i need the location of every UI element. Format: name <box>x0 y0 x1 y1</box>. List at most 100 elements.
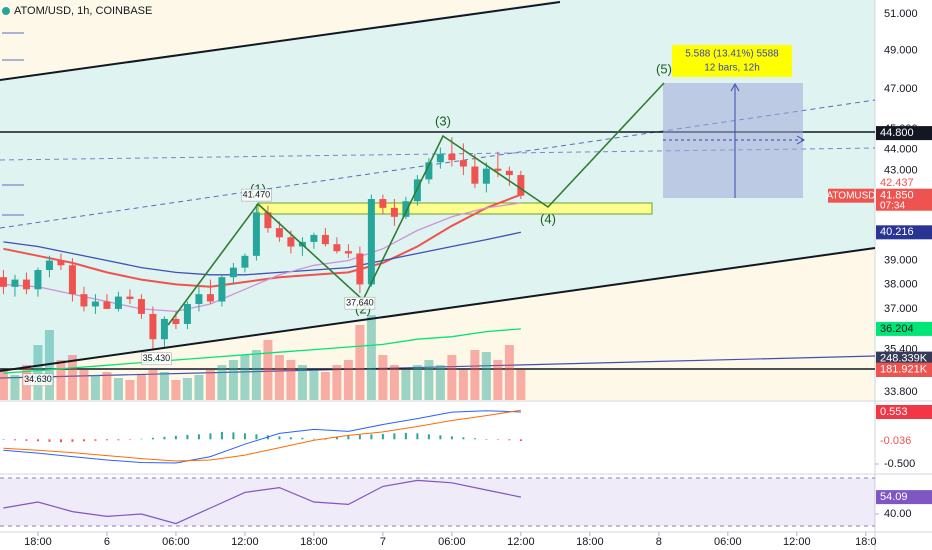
candle-body <box>379 199 387 208</box>
candle-body <box>517 175 525 196</box>
candle-body <box>448 153 456 161</box>
macd-histogram <box>94 439 97 441</box>
candle-body <box>321 234 329 245</box>
candle-body <box>218 277 226 302</box>
projection-sublabel: 12 bars, 12h <box>704 63 760 74</box>
x-tick-label: 8 <box>656 536 662 548</box>
axis-label: 40.216 <box>880 226 914 238</box>
volume-bar <box>389 365 399 400</box>
x-tick-label: 06:00 <box>438 536 466 548</box>
volume-bar <box>309 370 319 400</box>
status-dot <box>2 7 10 15</box>
macd-histogram <box>335 436 338 440</box>
x-tick-label: 18:00 <box>300 536 328 548</box>
macd-histogram <box>324 439 327 440</box>
wave-label: (3) <box>435 113 451 128</box>
volume-bar <box>136 375 146 400</box>
candle-body <box>252 212 260 256</box>
x-tick-label: 06:00 <box>714 536 742 548</box>
macd-histogram <box>197 434 200 440</box>
candle-body <box>103 301 111 309</box>
macd-histogram <box>71 439 74 442</box>
candle-body <box>160 318 168 340</box>
projection-label-bg <box>672 45 792 77</box>
rsi-band <box>0 478 875 527</box>
macd-histogram <box>186 434 189 440</box>
y-tick-label: 39.000 <box>884 254 918 266</box>
macd-histogram <box>370 434 373 440</box>
macd-histogram <box>36 439 39 442</box>
y-tick-label: 44.000 <box>884 144 918 156</box>
point-label-bg <box>22 373 54 387</box>
macd-histogram <box>117 439 120 441</box>
volume-bar <box>355 325 365 400</box>
volume-bar <box>378 355 388 400</box>
y-tick-label: 40.00 <box>884 508 912 520</box>
wave-line <box>167 82 665 326</box>
macd-histogram <box>393 433 396 440</box>
x-tick-label: 12:00 <box>231 536 259 548</box>
volume-bar <box>286 360 296 400</box>
macd-histogram <box>358 434 361 440</box>
candle-body <box>459 160 467 167</box>
volume-bar <box>182 378 192 400</box>
candle-body <box>126 296 134 300</box>
moving-average <box>3 193 522 288</box>
candle-body <box>287 237 295 247</box>
y-tick-label: 38.000 <box>884 278 918 290</box>
candle-body <box>425 162 433 180</box>
candle-body <box>402 201 410 217</box>
macd-histogram <box>439 435 442 440</box>
axis-label-bg <box>876 175 932 190</box>
macd-histogram <box>174 435 177 440</box>
last-price: 41.850 <box>880 190 914 202</box>
volume-bar <box>343 360 353 400</box>
candle-body <box>57 260 65 266</box>
axis-label-bg <box>876 362 932 377</box>
candle-body <box>22 279 30 290</box>
moving-average <box>3 328 521 374</box>
volume-bar <box>401 370 411 400</box>
axis-label: 248.339K <box>880 353 928 365</box>
volume-bar <box>148 370 158 400</box>
macd-histogram <box>496 439 499 440</box>
x-tick-label: 6 <box>104 536 110 548</box>
projection-label: 5.588 (13.41%) 5588 <box>685 49 779 60</box>
macd-histogram <box>462 437 465 440</box>
candle-body <box>34 270 42 290</box>
axis-label: 36.204 <box>880 323 914 335</box>
candle-body <box>471 166 479 184</box>
drawings: 5.588 (13.41%) 5588 12 bars, 12h (1) (2)… <box>0 1 876 387</box>
macd-histogram <box>427 434 430 440</box>
volume-bar <box>470 350 480 400</box>
candle-body <box>436 153 444 163</box>
candle-body <box>114 296 122 309</box>
x-tick-label: 12:00 <box>507 536 535 548</box>
rsi-line <box>3 479 522 525</box>
volume-bar <box>366 315 376 400</box>
support-zone <box>257 202 653 215</box>
axis-label-bg <box>876 434 932 449</box>
volume-bar <box>412 365 422 400</box>
macd-histogram <box>105 439 108 441</box>
candle-body <box>172 318 180 324</box>
candle-body <box>68 265 76 295</box>
candle-body <box>45 260 53 271</box>
candle-body <box>356 253 364 285</box>
volume-bar <box>56 360 66 400</box>
axis-label: 54.09 <box>880 491 908 503</box>
candle-body <box>241 255 249 268</box>
dashed-trend <box>0 99 876 229</box>
point-label: 37.640 <box>346 298 374 308</box>
volume-bar <box>90 375 100 400</box>
volume-bar <box>263 340 273 400</box>
y-tick-label: 37.000 <box>884 303 918 315</box>
volume-bar <box>297 365 307 400</box>
point-label-bg <box>141 352 172 366</box>
symbol-tag-bg <box>828 188 874 203</box>
volume-bar <box>424 360 434 400</box>
macd-histogram <box>13 439 16 441</box>
volume-bar <box>240 355 250 400</box>
candle-body <box>344 251 352 254</box>
